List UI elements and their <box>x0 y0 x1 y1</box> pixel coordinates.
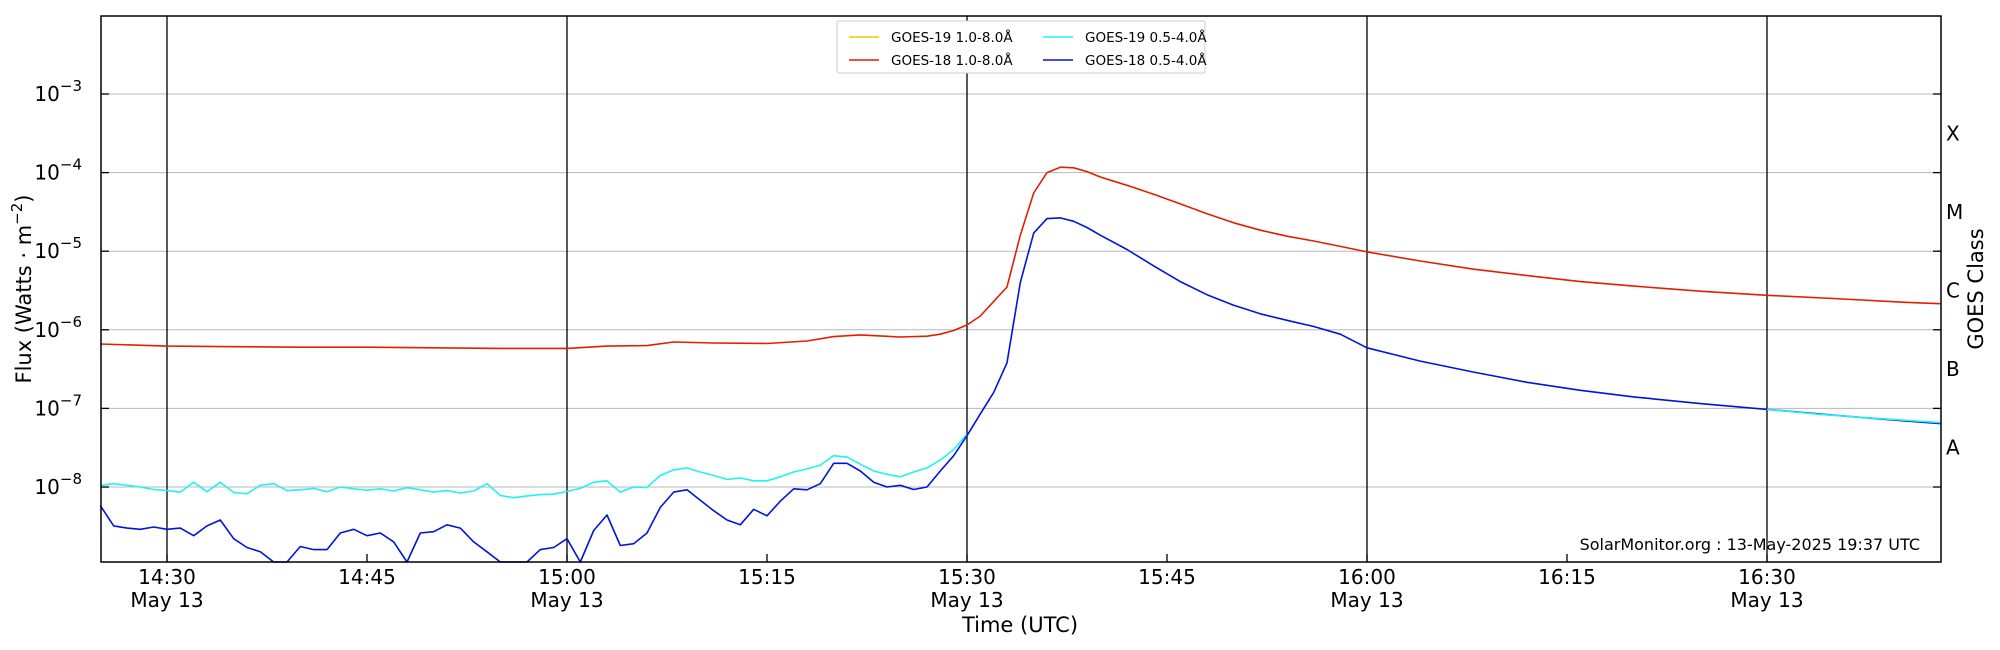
y-tick-label-2: 10−6 <box>34 313 82 342</box>
legend: GOES-19 1.0-8.0Å GOES-18 1.0-8.0Å GOES-19 … <box>836 20 1207 74</box>
x-tick-label-8: 16:30 <box>1738 565 1796 589</box>
y-axis-ticks: 10−8 10−7 10−6 10−5 10−4 10−3 <box>34 77 1941 499</box>
x-tick-date-8: May 13 <box>1730 588 1803 612</box>
y-tick-label-1: 10−7 <box>34 391 82 420</box>
x-tick-label-0: 14:30 <box>138 565 196 589</box>
goes-class-a: A <box>1946 436 1960 460</box>
y-tick-label-3: 10−5 <box>34 234 82 263</box>
x-axis-label: Time (UTC) <box>961 613 1078 637</box>
plot-background <box>101 16 1941 562</box>
goes-class-x: X <box>1946 121 1960 145</box>
legend-label-1: GOES-18 1.0-8.0Å <box>891 52 1013 69</box>
series-lines <box>99 166 1941 563</box>
x-tick-date-4: May 13 <box>930 588 1003 612</box>
legend-label-0: GOES-19 1.0-8.0Å <box>891 29 1013 46</box>
x-tick-label-3: 15:15 <box>738 565 796 589</box>
x-tick-label-4: 15:30 <box>938 565 996 589</box>
x-tick-label-5: 15:45 <box>1138 565 1196 589</box>
series-line-1 <box>100 433 968 499</box>
x-tick-label-6: 16:00 <box>1338 565 1396 589</box>
x-tick-label-2: 15:00 <box>538 565 596 589</box>
legend-box <box>836 20 1206 74</box>
watermark-text: SolarMonitor.org : 13-May-2025 19:37 UTC <box>1580 535 1920 554</box>
y-tick-label-4: 10−4 <box>34 156 82 185</box>
series-line-2 <box>100 166 1941 350</box>
y-axis-label: Flux (Watts · m−2) <box>8 194 36 383</box>
x-tick-label-7: 16:15 <box>1538 565 1596 589</box>
series-line-4 <box>1766 408 1941 424</box>
x-tick-date-6: May 13 <box>1330 588 1403 612</box>
legend-label-2: GOES-19 0.5-4.0Å <box>1085 29 1207 46</box>
y-tick-label-0: 10−8 <box>34 470 82 499</box>
goes-class-c: C <box>1946 279 1960 303</box>
goes-class-m: M <box>1946 200 1963 224</box>
x-tick-date-2: May 13 <box>530 588 603 612</box>
goes-class-labels: A B C M X <box>1946 121 1963 459</box>
right-axis-label: GOES Class <box>1964 228 1988 349</box>
x-tick-label-1: 14:45 <box>338 565 396 589</box>
day-marker-lines <box>166 16 1768 562</box>
x-tick-date-0: May 13 <box>130 588 203 612</box>
series-line-3 <box>99 217 1941 563</box>
plot-frame <box>100 15 1942 563</box>
legend-label-3: GOES-18 0.5-4.0Å <box>1085 52 1207 69</box>
y-tick-label-5: 10−3 <box>34 77 82 106</box>
goes-class-b: B <box>1946 357 1960 381</box>
